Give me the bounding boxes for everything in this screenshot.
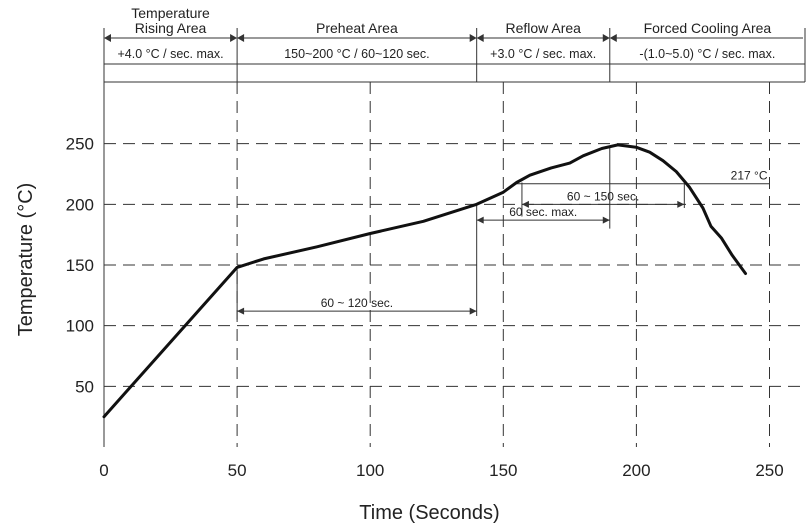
x-tick-label: 0	[99, 461, 108, 480]
y-tick-label: 150	[66, 256, 94, 275]
zone-rate-label: +4.0 °C / sec. max.	[118, 47, 224, 61]
x-tick-label: 200	[622, 461, 650, 480]
y-tick-label: 100	[66, 317, 94, 336]
interval-annotation-arrowhead-left	[237, 307, 245, 315]
grid	[103, 38, 805, 447]
zone-arrowhead-right	[469, 34, 477, 42]
interval-annotation-arrowhead-right	[677, 200, 685, 208]
x-tick-label: 250	[755, 461, 783, 480]
zone-label: Temperature	[131, 5, 210, 21]
x-tick-label: 100	[356, 461, 384, 480]
tick-labels: 0 50 100 150 200 250 50 100 150 200 250	[66, 135, 784, 480]
zone-rate-label: -(1.0~5.0) °C / sec. max.	[639, 47, 775, 61]
zone-label: Preheat Area	[316, 20, 398, 36]
interval-annotation-label: 60 ~ 150 sec.	[567, 189, 639, 203]
x-tick-label: 150	[489, 461, 517, 480]
temperature-curve	[102, 143, 747, 419]
x-tick-label: 50	[228, 461, 247, 480]
interval-annotation-label: 60 ~ 120 sec.	[321, 296, 393, 310]
zone-arrowhead-left	[476, 34, 484, 42]
interval-annotation-arrowhead-right	[602, 216, 610, 224]
x-axis-label: Time (Seconds)	[359, 502, 499, 524]
zone-label: Forced Cooling Area	[644, 20, 772, 36]
interval-annotation-arrowhead-left	[476, 216, 484, 224]
zone-rate-label: +3.0 °C / sec. max.	[490, 47, 596, 61]
zone-label: Reflow Area	[505, 20, 581, 36]
y-tick-label: 200	[66, 195, 94, 214]
zone-label: Rising Area	[135, 20, 207, 36]
y-tick-label: 250	[66, 135, 94, 154]
interval-annotation-arrowhead-left	[521, 200, 529, 208]
zone-arrowhead-right	[230, 34, 238, 42]
annotations: 60 ~ 120 sec. 60 ~ 150 sec. 60 sec. max. 21…	[236, 146, 770, 320]
interval-annotation-label: 60 sec. max.	[509, 205, 577, 219]
zone-rate-label: 150~200 °C / 60~120 sec.	[284, 47, 429, 61]
threshold-label: 217 °C	[731, 169, 768, 183]
zone-arrowhead-left	[609, 34, 617, 42]
interval-annotation-arrowhead-right	[469, 307, 477, 315]
zone-arrowhead-left	[237, 34, 245, 42]
zone-arrowhead-right	[602, 34, 610, 42]
y-axis-label: Temperature (°C)	[15, 183, 37, 337]
zone-arrowhead-left	[104, 34, 111, 42]
y-tick-label: 50	[75, 377, 94, 396]
